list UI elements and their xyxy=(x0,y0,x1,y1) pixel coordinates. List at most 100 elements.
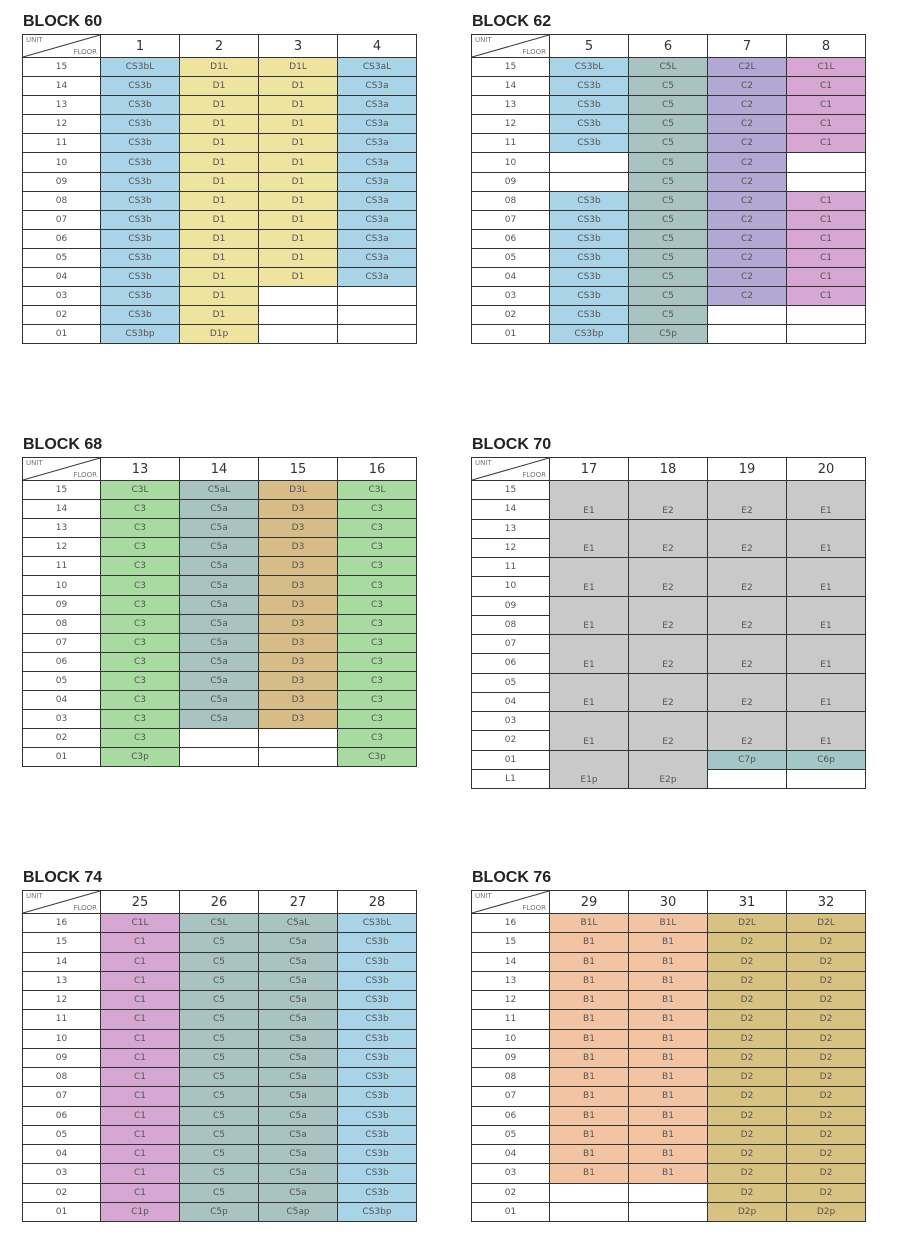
unit-type-cell: E2 xyxy=(707,480,787,520)
unit-type-cell: C3 xyxy=(100,575,180,596)
unit-type-cell: C5a xyxy=(258,1086,338,1107)
unit-type-cell: D1 xyxy=(179,114,259,135)
unit-type-cell: D2 xyxy=(786,1086,866,1107)
unit-type-cell: C1 xyxy=(100,1009,180,1030)
unit-type-cell: D3 xyxy=(258,613,338,634)
unit-type-cell: D2 xyxy=(707,1182,787,1203)
unit-type-cell xyxy=(258,324,338,345)
block-title: BLOCK 60 xyxy=(23,13,103,30)
block-title: BLOCK 68 xyxy=(23,436,103,453)
unit-type-cell: C5a xyxy=(258,989,338,1011)
floor-row: 02 C1 C5 C5a CS3b xyxy=(22,1182,417,1203)
unit-type-cell: D1 xyxy=(179,305,259,326)
floor-row: 12 xyxy=(471,537,866,559)
unit-label: UNIT xyxy=(26,892,43,900)
unit-type-cell: D3 xyxy=(258,651,338,672)
unit-type-cell: C5a xyxy=(258,1143,338,1165)
unit-type-cell: B1 xyxy=(628,1143,708,1165)
unit-label: UNIT xyxy=(26,459,43,467)
unit-type-cell: D1 xyxy=(258,133,338,154)
floor-number: 13 xyxy=(471,970,550,992)
unit-type-cell: C1 xyxy=(100,1105,180,1126)
block-title: BLOCK 70 xyxy=(472,436,552,453)
block-68: BLOCK 68 UNIT FLOOR 13 14 15 16 15 C3L C5aL D3L C3L… xyxy=(22,435,417,768)
unit-type-cell: CS3bp xyxy=(337,1201,417,1223)
unit-type-cell: C5a xyxy=(258,1066,338,1088)
floor-row: 16 B1L B1L D2L D2L xyxy=(471,912,866,934)
floor-row: 04 xyxy=(471,691,866,713)
unit-type-cell: E2 xyxy=(707,672,787,712)
unit-type-cell: C1 xyxy=(100,1143,180,1165)
unit-type-cell: C1 xyxy=(786,133,866,154)
unit-type-cell: E1 xyxy=(549,711,629,751)
floor-row: 03 B1 B1 D2 D2 xyxy=(471,1163,866,1184)
unit-type-cell: E2 xyxy=(707,711,787,751)
unit-type-cell: CS3bp xyxy=(549,324,629,345)
unit-type-cell: D2 xyxy=(707,1047,787,1069)
unit-type-cell: CS3b xyxy=(337,1143,417,1165)
floor-number: 05 xyxy=(22,1124,101,1146)
unit-type-cell: D2 xyxy=(707,989,787,1011)
unit-type-cell: D2L xyxy=(786,912,866,934)
unit-type-cell xyxy=(786,305,866,326)
unit-table: UNIT FLOOR 1 2 3 4 15 CS3bL D1L D1L CS3aL 14 CS3b D1 D… xyxy=(22,34,417,345)
unit-type-cell: C5a xyxy=(258,1163,338,1184)
unit-type-cell: E2 xyxy=(707,557,787,597)
floor-row: 05 C3 C5a D3 C3 xyxy=(22,670,417,692)
unit-type-cell: C5 xyxy=(628,190,708,211)
floor-number: 12 xyxy=(471,537,550,559)
unit-type-cell: D2 xyxy=(707,1124,787,1146)
unit-type-cell: D1 xyxy=(258,171,338,192)
unit-type-cell xyxy=(786,768,866,790)
unit-type-cell: C5a xyxy=(258,1047,338,1069)
unit-number-header: 1 xyxy=(100,34,180,58)
unit-type-cell: D2 xyxy=(707,1143,787,1165)
unit-type-cell: B1 xyxy=(628,1086,708,1107)
unit-type-cell: D2 xyxy=(707,1009,787,1030)
unit-type-cell: C3L xyxy=(337,479,417,501)
floor-row: 03 E1 E2 E2 E1 xyxy=(471,710,866,751)
floor-number: 12 xyxy=(22,989,101,1011)
floor-row: 14 CS3b C5 C2 C1 xyxy=(471,76,866,97)
floor-row: 05 CS3b C5 C2 C1 xyxy=(471,247,866,269)
unit-type-cell xyxy=(337,324,417,345)
unit-type-cell xyxy=(179,728,259,749)
floor-number: 07 xyxy=(22,632,101,653)
unit-type-cell: D1 xyxy=(179,247,259,269)
floor-number: 12 xyxy=(22,114,101,135)
block-76: BLOCK 76 UNIT FLOOR 29 30 31 32 16 B1L B1L D2L D2L 1… xyxy=(471,868,866,1223)
block-60: BLOCK 60 UNIT FLOOR 1 2 3 4 15 CS3bL D1L D1L CS3aL 1… xyxy=(22,12,417,345)
unit-type-cell: C2 xyxy=(707,267,787,288)
floor-number: 01 xyxy=(22,324,101,345)
unit-type-cell: C1 xyxy=(100,1028,180,1049)
floor-row: 15 CS3bL C5L C2L C1L xyxy=(471,56,866,78)
floor-row: 01 E1p E2p C7p C6p xyxy=(471,749,866,789)
unit-type-cell: E1 xyxy=(549,672,629,712)
floor-row: 10 C5 C2 xyxy=(471,152,866,173)
floor-row: 07 CS3b C5 C2 C1 xyxy=(471,209,866,230)
unit-type-cell: D2 xyxy=(707,1086,787,1107)
unit-type-cell: D1 xyxy=(179,76,259,97)
unit-type-cell: C5a xyxy=(179,575,259,596)
unit-type-cell: D2 xyxy=(786,1066,866,1088)
unit-table: UNIT FLOOR 17 18 19 20 15 E1 E2 E2 E1 14 13 E1 E2 E2 E1 1… xyxy=(471,457,866,790)
unit-type-cell: CS3b xyxy=(100,95,180,116)
floor-number: 14 xyxy=(471,499,550,520)
unit-type-cell: E1 xyxy=(786,518,866,558)
floor-number: 03 xyxy=(471,286,550,307)
diagonal-divider xyxy=(23,35,100,57)
unit-type-cell xyxy=(628,1182,708,1203)
unit-type-cell: CS3b xyxy=(337,1028,417,1049)
unit-type-cell: CS3b xyxy=(549,305,629,326)
unit-type-cell: C5 xyxy=(179,970,259,992)
unit-type-cell: CS3b xyxy=(549,114,629,135)
floor-label: FLOOR xyxy=(522,904,546,912)
block-title: BLOCK 74 xyxy=(23,869,103,886)
floor-number: 13 xyxy=(22,95,101,116)
unit-type-cell: D2 xyxy=(786,1028,866,1049)
floor-row: 06 B1 B1 D2 D2 xyxy=(471,1105,866,1126)
unit-type-cell xyxy=(258,305,338,326)
unit-type-cell: C5 xyxy=(179,1143,259,1165)
unit-number-header: 29 xyxy=(549,890,629,914)
unit-type-cell: CS3b xyxy=(337,1086,417,1107)
